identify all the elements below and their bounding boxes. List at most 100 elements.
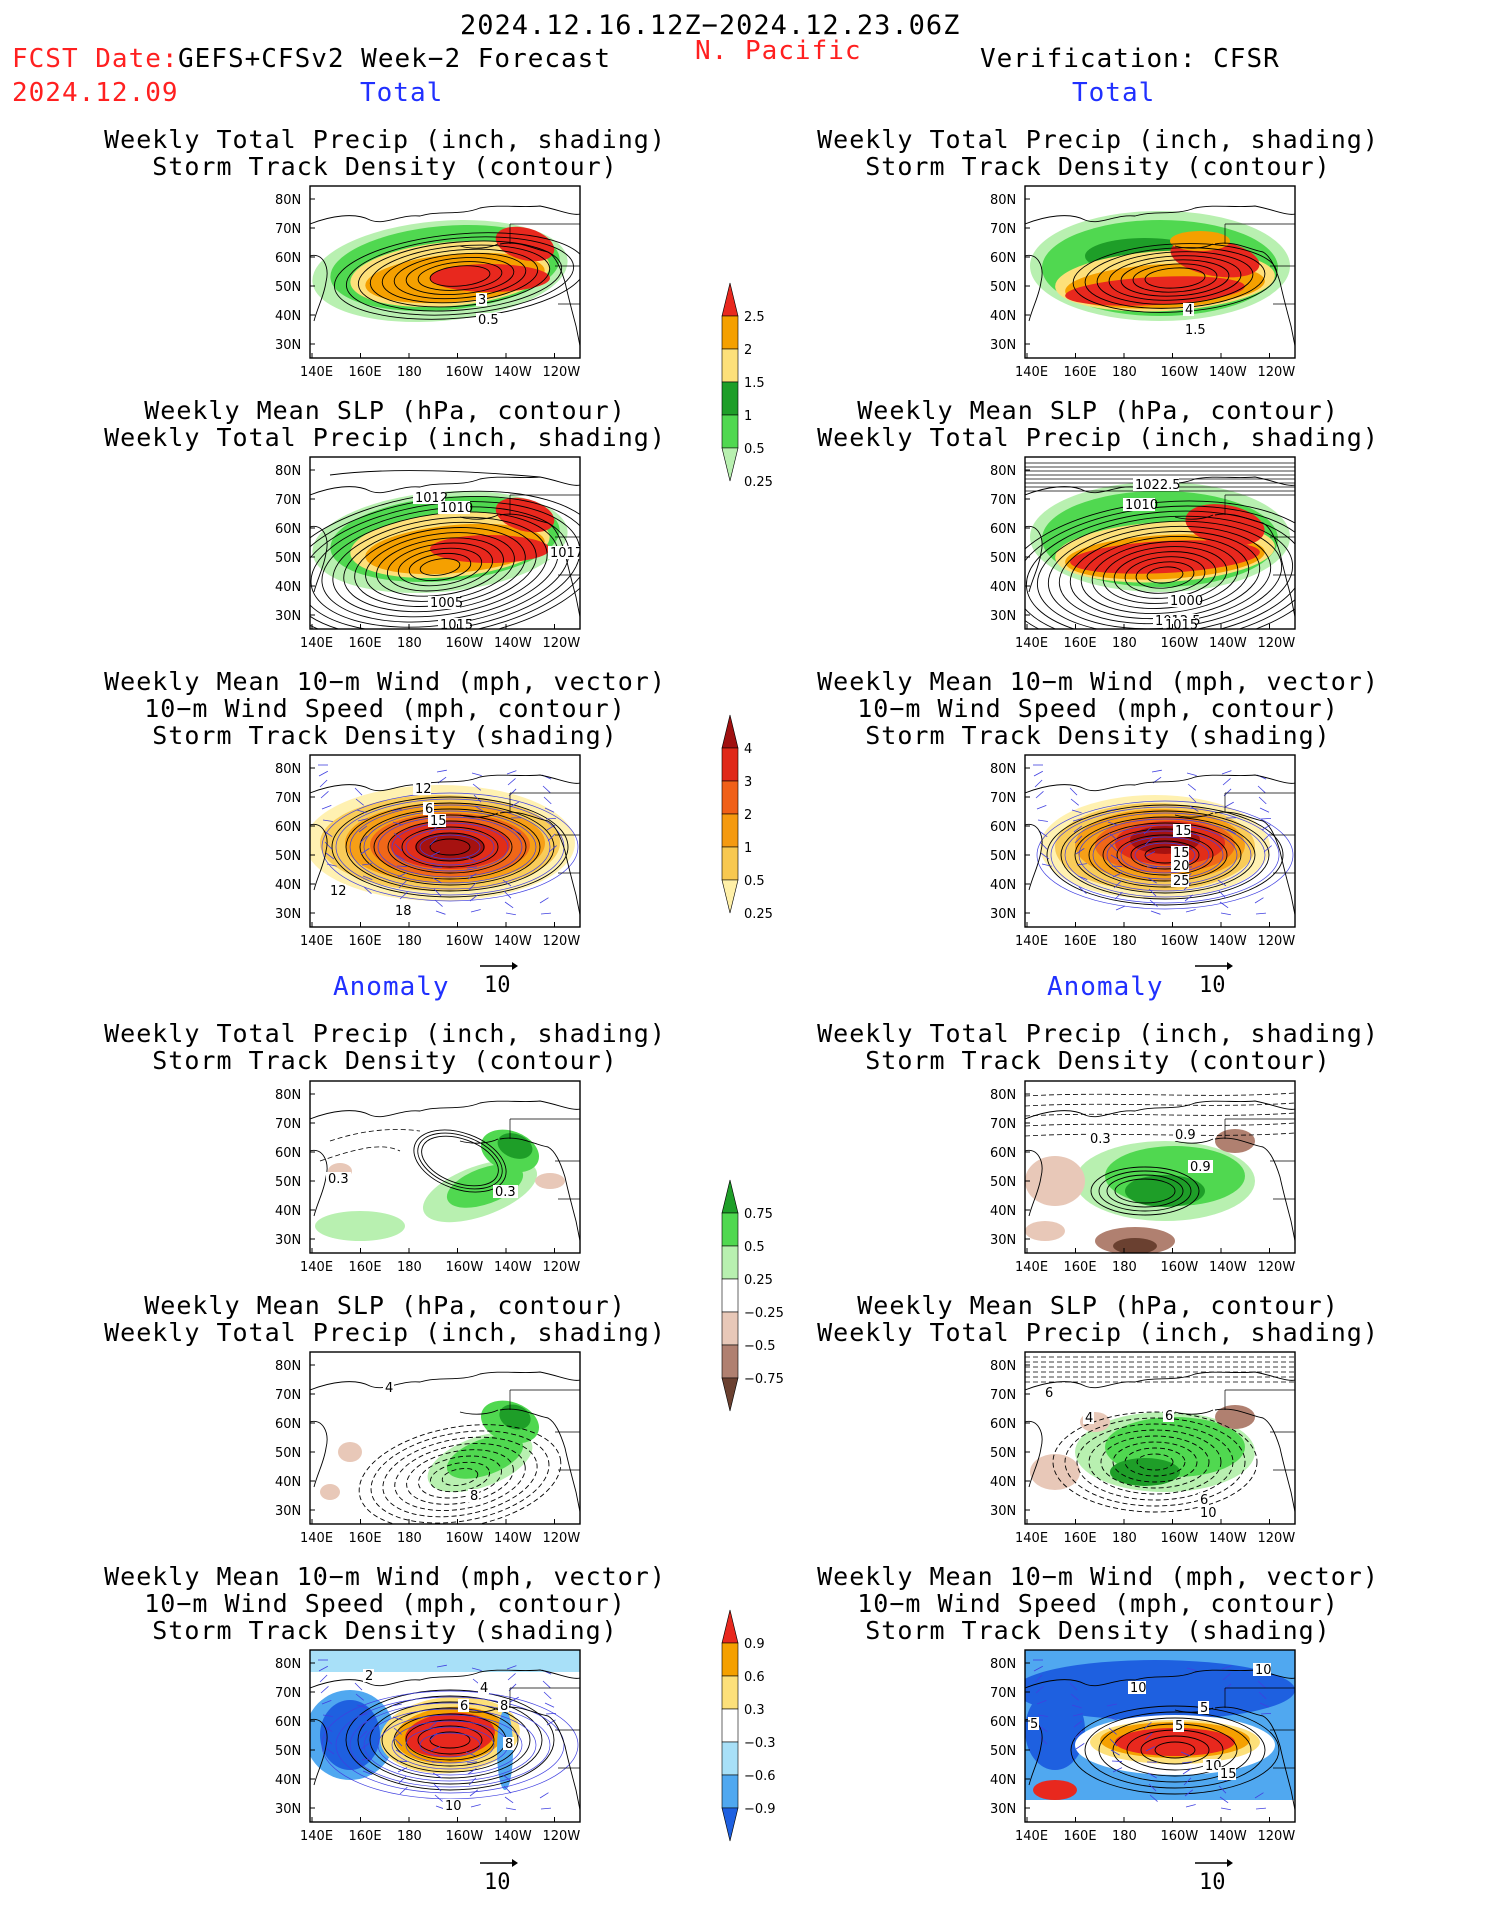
colorbar-segment: [721, 1807, 739, 1842]
lat-tick-label: 30N: [275, 1504, 301, 1519]
lat-tick-label: 60N: [275, 1715, 301, 1730]
colorbar-label: 0.5: [744, 442, 765, 457]
colorbar-segment: [721, 1344, 739, 1379]
lon-tick-label: 160W: [1161, 1260, 1199, 1275]
lon-tick-label: 140E: [300, 365, 333, 380]
lon-tick-label: 140E: [300, 1531, 333, 1546]
contour-label: 25: [1173, 874, 1190, 889]
map-panel-verification-wind-total: 15 15 20 25 80N 70N 60N 50N 40N 30N 140E 160E 180 160…: [970, 754, 1300, 961]
vector-arrow-icon: [1195, 962, 1233, 970]
contour-label: 10: [445, 1799, 462, 1814]
colorbar-label: −0.6: [744, 1769, 776, 1784]
lon-tick-label: 160E: [1064, 1531, 1097, 1546]
lon-tick-label: 120W: [543, 934, 581, 949]
contour-label-bg: [1173, 1719, 1184, 1732]
colorbar-svg: 4 3 2 1 0.5 0.25: [721, 714, 773, 922]
colorbar-label: 0.6: [744, 1670, 765, 1685]
lat-tick-label: 70N: [275, 791, 301, 806]
title-v6: Weekly Mean 10−m Wind (mph, vector) 10−m …: [817, 1562, 1379, 1645]
vector-scale-v3: 10: [1193, 958, 1233, 998]
contour-label-bg: [1083, 1411, 1094, 1424]
contour-label: 10: [1200, 1506, 1217, 1521]
colorbar-segment: [721, 1774, 739, 1809]
lon-tick-label: 120W: [543, 365, 581, 380]
lon-tick-label: 140E: [300, 934, 333, 949]
map-panel-forecast-slp-anomaly: 4 8 80N 70N 60N 50N 40N 30N 140E 160E 180 160W 140W 1…: [255, 1351, 585, 1558]
contour-label: 10: [1130, 1681, 1147, 1696]
colorbar-label: −0.9: [744, 1802, 776, 1817]
lon-tick-label: 160E: [1064, 636, 1097, 651]
lat-tick-label: 40N: [990, 1773, 1016, 1788]
lon-tick-label: 140W: [494, 636, 532, 651]
lat-tick-label: 80N: [275, 1657, 301, 1672]
lat-tick-label: 70N: [275, 1686, 301, 1701]
contour-label: 1.5: [1185, 323, 1206, 338]
contour-label: 1015: [1165, 618, 1198, 633]
lat-tick-label: 50N: [990, 1175, 1016, 1190]
map-svg: 0.3 0.9 0.9 80N 70N 60N 50N 40N 30N 140E 160E 180 16…: [990, 1080, 1296, 1275]
fcst-product: GEFS+CFSv2 Week−2 Forecast: [178, 44, 611, 74]
lon-tick-label: 140E: [1015, 1531, 1048, 1546]
colorbar-segment: [721, 1609, 739, 1644]
lat-tick-label: 70N: [990, 1388, 1016, 1403]
contour-label: 15: [1173, 846, 1190, 861]
contour-label-bg: [1198, 1493, 1209, 1506]
contour-label-bg: [1163, 1409, 1174, 1422]
contour-label: 15: [1175, 824, 1192, 839]
total-label-right: Total: [1072, 78, 1156, 108]
lon-tick-label: 160E: [349, 934, 382, 949]
lat-tick-label: 70N: [990, 1117, 1016, 1132]
lon-tick-label: 160W: [1161, 636, 1199, 651]
colorbar-precip-anomaly: 0.75 0.5 0.25 −0.25 −0.5 −0.75: [718, 1165, 808, 1430]
lat-tick-label: 40N: [990, 309, 1016, 324]
colorbar-label: 0.75: [744, 1207, 773, 1222]
lat-tick-label: 60N: [990, 1146, 1016, 1161]
lon-tick-label: 120W: [1258, 934, 1296, 949]
lat-tick-label: 30N: [275, 609, 301, 624]
lat-tick-label: 80N: [275, 193, 301, 208]
lat-tick-label: 60N: [990, 820, 1016, 835]
contour-label: 6: [1045, 1386, 1053, 1401]
title-v5: Weekly Mean SLP (hPa, contour) Weekly Tot…: [817, 1291, 1379, 1347]
contour-label-bg: [476, 313, 501, 326]
contour-label-bg: [1028, 1717, 1039, 1730]
lat-tick-label: 60N: [990, 1715, 1016, 1730]
vector-arrow-icon: [480, 962, 518, 970]
contour-label-bg: [1173, 1128, 1198, 1141]
contour-label-bg: [1043, 1386, 1054, 1399]
contour-label: 0.3: [328, 1172, 349, 1187]
contour-label-bg: [438, 501, 470, 514]
lat-tick-label: 50N: [275, 849, 301, 864]
anomaly-label-left: Anomaly: [333, 972, 450, 1002]
lon-tick-label: 120W: [1258, 1531, 1296, 1546]
lon-tick-label: 160E: [1064, 1829, 1097, 1844]
colorbar-segment: [721, 348, 739, 383]
lat-tick-label: 70N: [275, 1117, 301, 1132]
total-label-left: Total: [360, 78, 444, 108]
lat-tick-label: 40N: [275, 309, 301, 324]
contour-label-bg: [428, 814, 446, 827]
contour-label: 10: [1205, 1759, 1222, 1774]
map-panel-forecast-wind-anomaly: 2 4 6 8 8 10 80N 70N 60N 50N 40N 30N 140E 160E 180 160W…: [255, 1649, 585, 1856]
colorbar-segment: [721, 447, 739, 482]
lon-tick-label: 160E: [349, 636, 382, 651]
lat-tick-label: 50N: [275, 280, 301, 295]
map-svg: 2 46 8 8 10 80N 70N 60N 50N 40N 30N 140E 160E 180 160W…: [275, 1649, 581, 1844]
lon-tick-label: 140E: [1015, 1260, 1048, 1275]
map-panel-verification-precip-anomaly: 0.3 0.9 0.9 80N 70N 60N 50N 40N 30N 140E 160E 180 16…: [970, 1080, 1300, 1287]
lat-tick-label: 80N: [275, 762, 301, 777]
lon-tick-label: 140W: [1209, 934, 1247, 949]
lon-tick-label: 120W: [1258, 1829, 1296, 1844]
lon-tick-label: 140E: [1015, 1829, 1048, 1844]
colorbar-segment: [721, 381, 739, 416]
contour-label-bg: [1173, 824, 1191, 837]
contour-label-bg: [478, 1681, 489, 1694]
contour-label-bg: [1198, 1701, 1209, 1714]
colorbar-label: 0.5: [744, 874, 765, 889]
lat-tick-label: 80N: [990, 1088, 1016, 1103]
lat-tick-label: 60N: [275, 820, 301, 835]
colorbar-label: 4: [744, 742, 752, 757]
contour-label-bg: [1218, 1767, 1236, 1780]
lat-tick-label: 40N: [275, 878, 301, 893]
